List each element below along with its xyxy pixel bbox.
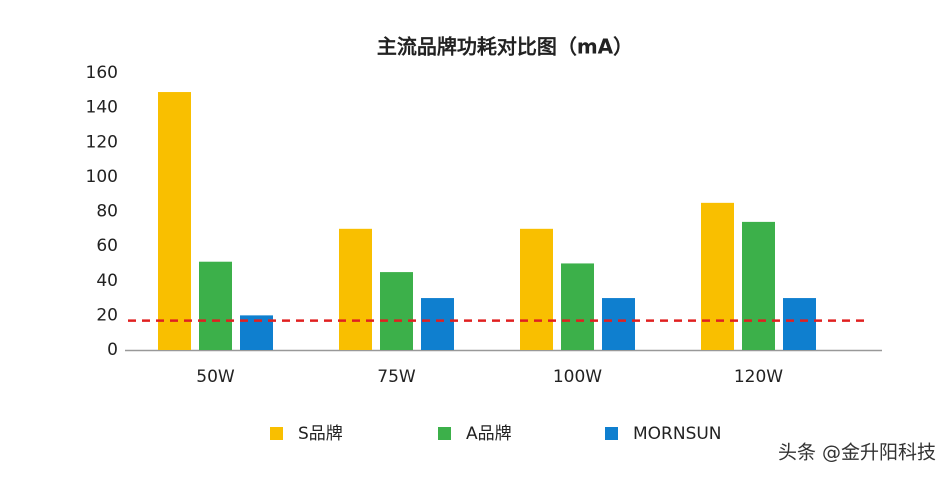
y-tick-label: 80: [96, 202, 118, 222]
y-tick-label: 100: [86, 167, 118, 187]
y-tick-label: 40: [96, 271, 118, 291]
bar: [701, 202, 734, 350]
bar: [783, 298, 816, 350]
x-tick-label: 75W: [377, 367, 416, 387]
x-tick-label: 100W: [553, 367, 602, 387]
legend-swatch: [605, 427, 618, 440]
y-tick-label: 0: [107, 340, 118, 360]
bar: [199, 261, 232, 350]
legend-label: S品牌: [298, 424, 343, 444]
bar: [421, 298, 454, 350]
y-tick-label: 140: [86, 98, 118, 118]
legend-swatch: [438, 427, 451, 440]
y-tick-label: 60: [96, 236, 118, 256]
legend-label: A品牌: [466, 424, 512, 444]
legend-swatch: [270, 427, 283, 440]
bar: [520, 228, 553, 350]
x-tick-label: 50W: [196, 367, 235, 387]
watermark: 头条 @金升阳科技: [778, 442, 936, 464]
y-tick-label: 20: [96, 305, 118, 325]
bar: [158, 92, 191, 350]
x-tick-label: 120W: [734, 367, 783, 387]
bar: [380, 272, 413, 350]
bar: [602, 298, 635, 350]
legend-label: MORNSUN: [633, 424, 722, 444]
y-tick-label: 120: [86, 132, 118, 152]
bar: [561, 263, 594, 350]
bar: [339, 228, 372, 350]
bar: [742, 221, 775, 350]
y-tick-label: 160: [86, 63, 118, 83]
chart-title: 主流品牌功耗对比图（mA）: [377, 35, 633, 59]
